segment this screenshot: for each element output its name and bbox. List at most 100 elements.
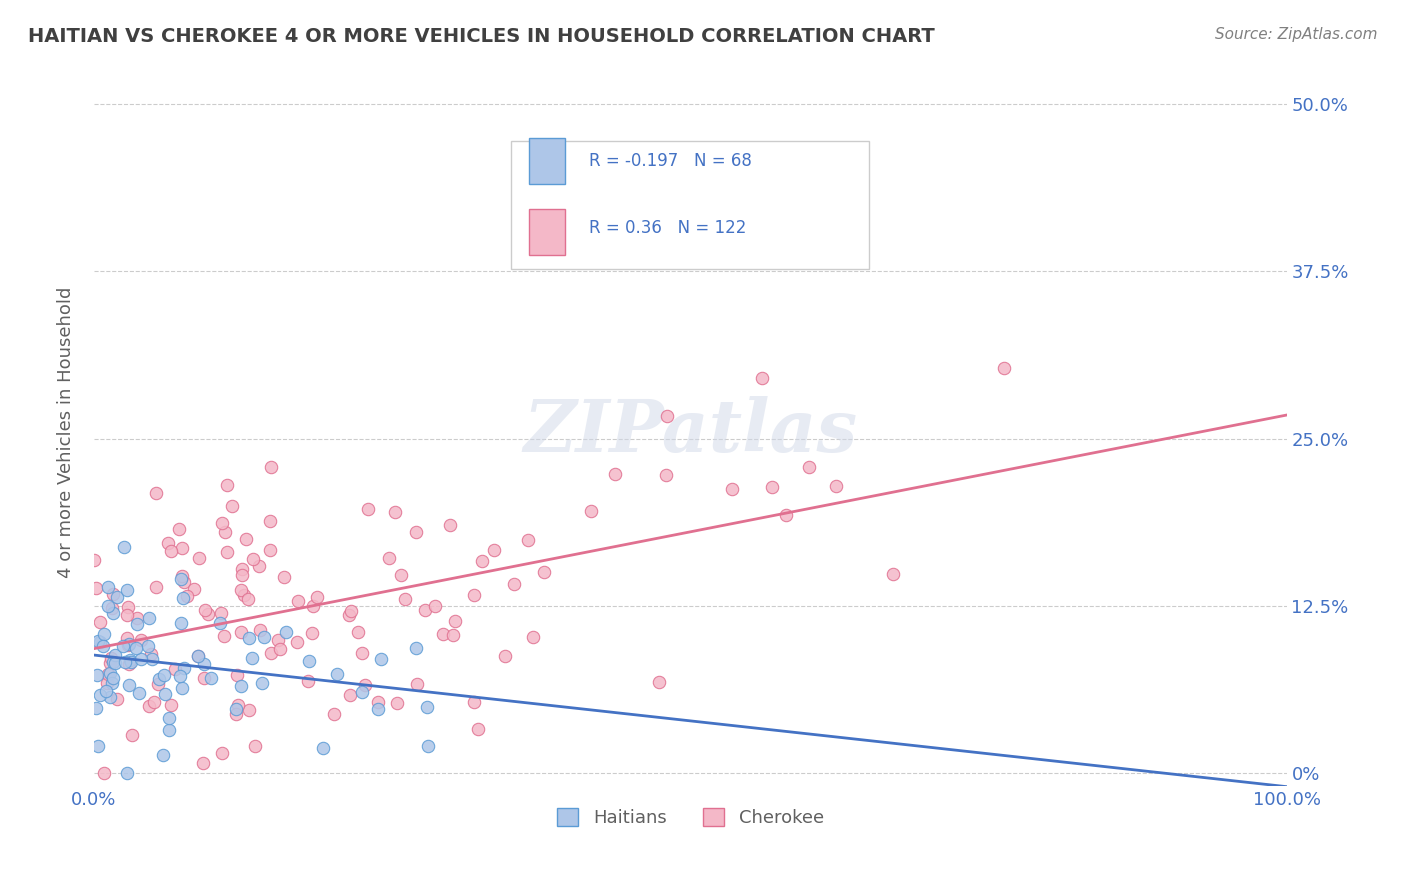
Haitians — [97, 599, 120, 613]
Text: R = 0.36   N = 122: R = 0.36 N = 122 — [589, 219, 747, 237]
Haitians — [208, 615, 231, 630]
Cherokee — [242, 552, 264, 566]
Cherokee — [775, 508, 797, 522]
Cherokee — [226, 668, 249, 682]
Cherokee — [231, 568, 253, 582]
Haitians — [152, 748, 174, 763]
Cherokee — [243, 739, 266, 753]
Cherokee — [882, 566, 904, 581]
Cherokee — [301, 599, 323, 613]
Cherokee — [297, 673, 319, 688]
Cherokee — [96, 676, 118, 690]
Haitians — [98, 665, 121, 680]
Cherokee — [145, 580, 167, 594]
Haitians — [312, 740, 335, 755]
Cherokee — [229, 625, 252, 640]
Haitians — [115, 582, 138, 597]
Haitians — [93, 627, 115, 641]
Cherokee — [385, 696, 408, 710]
Cherokee — [215, 477, 238, 491]
Cherokee — [191, 756, 214, 770]
Haitians — [100, 675, 122, 690]
Cherokee — [160, 544, 183, 558]
Haitians — [103, 606, 125, 620]
Cherokee — [648, 675, 671, 690]
Haitians — [118, 653, 141, 667]
Cherokee — [405, 525, 427, 540]
Haitians — [153, 687, 176, 701]
Cherokee — [603, 467, 626, 481]
Cherokee — [260, 646, 283, 660]
Cherokee — [100, 650, 122, 665]
Cherokee — [581, 503, 603, 517]
FancyBboxPatch shape — [529, 209, 565, 255]
Haitians — [89, 635, 111, 649]
Cherokee — [301, 626, 323, 640]
Cherokee — [209, 606, 232, 620]
Cherokee — [173, 575, 195, 590]
Haitians — [170, 681, 193, 695]
Haitians — [104, 656, 127, 670]
Cherokee — [260, 460, 283, 475]
Haitians — [153, 668, 176, 682]
Haitians — [127, 616, 149, 631]
Cherokee — [146, 677, 169, 691]
Cherokee — [259, 514, 281, 528]
Cherokee — [751, 371, 773, 385]
Haitians — [157, 723, 180, 737]
Haitians — [136, 639, 159, 653]
Cherokee — [117, 631, 139, 645]
Cherokee — [247, 558, 270, 573]
Cherokee — [357, 501, 380, 516]
Cherokee — [503, 577, 526, 591]
Haitians — [128, 686, 150, 700]
Cherokee — [522, 631, 544, 645]
Cherokee — [339, 688, 361, 702]
Haitians — [98, 690, 121, 705]
Cherokee — [127, 611, 149, 625]
Cherokee — [98, 656, 121, 670]
Cherokee — [215, 545, 238, 559]
Cherokee — [439, 517, 461, 532]
Cherokee — [170, 569, 193, 583]
Haitians — [240, 651, 263, 665]
Cherokee — [231, 562, 253, 576]
Haitians — [200, 671, 222, 685]
Haitians — [326, 667, 349, 681]
Haitians — [157, 711, 180, 725]
Haitians — [105, 590, 128, 604]
Cherokee — [467, 722, 489, 736]
Haitians — [416, 700, 439, 714]
Text: ZIPatlas: ZIPatlas — [523, 396, 858, 467]
Haitians — [170, 616, 193, 631]
Cherokee — [307, 590, 329, 604]
Cherokee — [167, 522, 190, 536]
Text: Source: ZipAtlas.com: Source: ZipAtlas.com — [1215, 27, 1378, 42]
Cherokee — [143, 695, 166, 709]
Haitians — [173, 661, 195, 675]
Haitians — [298, 654, 321, 668]
Cherokee — [249, 623, 271, 637]
Cherokee — [121, 728, 143, 742]
Cherokee — [721, 483, 744, 497]
Cherokee — [238, 703, 260, 717]
FancyBboxPatch shape — [512, 141, 869, 268]
Cherokee — [117, 638, 139, 652]
Cherokee — [389, 568, 412, 582]
Cherokee — [160, 698, 183, 713]
Cherokee — [367, 695, 389, 709]
Haitians — [114, 655, 136, 669]
Haitians — [193, 657, 215, 671]
Cherokee — [482, 543, 505, 558]
Text: R = -0.197   N = 68: R = -0.197 N = 68 — [589, 152, 752, 169]
Cherokee — [118, 657, 141, 671]
Cherokee — [117, 599, 139, 614]
Cherokee — [145, 486, 167, 500]
Cherokee — [101, 587, 124, 601]
Cherokee — [444, 615, 467, 629]
Cherokee — [761, 480, 783, 494]
Cherokee — [463, 695, 485, 709]
Cherokee — [100, 601, 122, 615]
Cherokee — [463, 588, 485, 602]
Cherokee — [339, 608, 361, 623]
